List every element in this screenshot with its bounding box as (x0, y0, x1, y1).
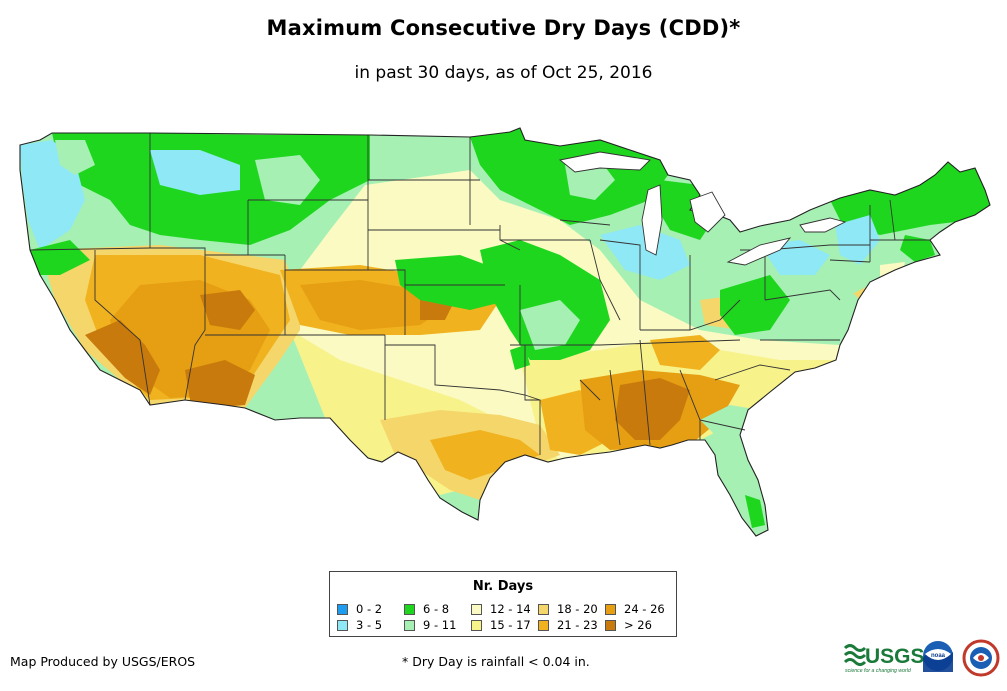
map-title: Maximum Consecutive Dry Days (CDD)* (266, 16, 741, 40)
legend-label: 3 - 5 (356, 618, 383, 632)
usgs-logo-text: USGS (865, 645, 925, 668)
legend-swatch (337, 619, 348, 631)
legend-item: 15 - 17 (471, 617, 538, 633)
legend-item: 3 - 5 (337, 617, 404, 633)
agency-logos: USGS science for a changing world noaa (843, 639, 1000, 677)
legend-item: > 26 (605, 617, 672, 633)
noaa-logo-text: noaa (931, 653, 946, 659)
legend-swatch (538, 603, 549, 615)
legend-label: 0 - 2 (356, 602, 383, 616)
legend-swatch (538, 619, 549, 631)
legend-grid: 0 - 2 3 - 5 6 - 8 9 - 11 12 - 14 15 - 17 18 - … (337, 601, 672, 633)
cdd-color-regions (20, 128, 990, 536)
lake-michigan (641, 184, 663, 256)
map-subtitle: in past 30 days, as of Oct 25, 2016 (354, 63, 653, 83)
credit-text: Map Produced by USGS/EROS (10, 654, 196, 669)
legend-swatch (471, 603, 482, 615)
legend-label: 6 - 8 (423, 602, 450, 616)
legend-item: 24 - 26 (605, 601, 672, 617)
legend-label: 12 - 14 (490, 602, 531, 616)
legend-title: Nr. Days (472, 579, 534, 594)
legend-swatch (404, 603, 415, 615)
legend-item: 18 - 20 (538, 601, 605, 617)
state-boundaries (29, 133, 930, 455)
nws-logo (962, 639, 1000, 677)
legend-swatch (605, 603, 616, 615)
legend-swatch (605, 619, 616, 631)
legend-label: 24 - 26 (624, 602, 665, 616)
legend-label: > 26 (624, 618, 652, 632)
legend: Nr. Days 0 - 2 3 - 5 6 - 8 9 - 11 12 - 14 15 … (329, 571, 677, 637)
legend-label: 15 - 17 (490, 618, 531, 632)
great-lakes (558, 151, 847, 266)
lake-huron (689, 191, 726, 233)
lake-erie (726, 237, 792, 266)
footnote-text: * Dry Day is rainfall < 0.04 in. (402, 654, 590, 669)
lake-superior (558, 151, 651, 173)
legend-item: 21 - 23 (538, 617, 605, 633)
usgs-logo: USGS science for a changing world (843, 644, 925, 674)
legend-item: 9 - 11 (404, 617, 471, 633)
legend-swatch (337, 603, 348, 615)
legend-item: 6 - 8 (404, 601, 471, 617)
legend-label: 21 - 23 (557, 618, 598, 632)
legend-label: 9 - 11 (423, 618, 457, 632)
legend-swatch (404, 619, 415, 631)
legend-item: 0 - 2 (337, 601, 404, 617)
legend-label: 18 - 20 (557, 602, 598, 616)
usgs-tagline: science for a changing world (845, 668, 912, 674)
lake-ontario (799, 217, 847, 233)
us-outline (19, 127, 991, 537)
legend-item: 12 - 14 (471, 601, 538, 617)
noaa-logo: noaa (923, 641, 953, 672)
legend-swatch (471, 619, 482, 631)
